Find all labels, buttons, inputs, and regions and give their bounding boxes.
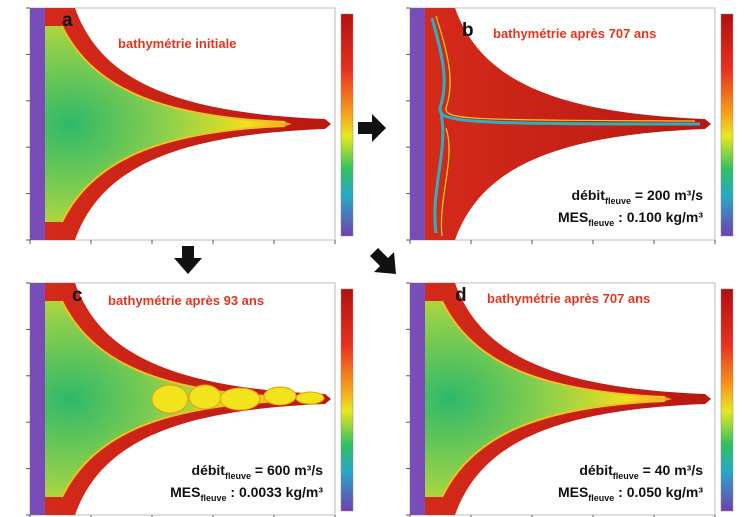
channel bbox=[430, 17, 701, 234]
river-strip bbox=[30, 283, 45, 515]
estuary-edge bbox=[61, 25, 286, 223]
annotation-value: = 40 m³/s bbox=[639, 462, 703, 478]
annotation-label: MES bbox=[170, 484, 200, 500]
arrow-diagonal bbox=[370, 248, 396, 274]
panel-title: bathymétrie initiale bbox=[118, 36, 236, 51]
annotation-value: : 0.100 kg/m³ bbox=[614, 209, 703, 225]
annotation-sub: fleuve bbox=[605, 196, 631, 206]
panel-letter: d bbox=[455, 285, 467, 306]
panel-letter: b bbox=[462, 20, 474, 41]
annotation-value: : 0.0033 kg/m³ bbox=[227, 484, 324, 500]
estuary-inner bbox=[425, 301, 672, 497]
estuary-inner bbox=[45, 26, 292, 222]
annotation: MESfleuve : 0.050 kg/m³ bbox=[558, 484, 703, 503]
annotation-value: : 0.050 kg/m³ bbox=[614, 484, 703, 500]
panel-title: bathymétrie après 707 ans bbox=[487, 291, 650, 306]
annotation: débitfleuve = 40 m³/s bbox=[579, 462, 703, 481]
annotation-sub: fleuve bbox=[588, 218, 614, 228]
annotation-sub: fleuve bbox=[588, 493, 614, 503]
shoal bbox=[188, 384, 222, 410]
channel-edge bbox=[435, 15, 696, 237]
shoal bbox=[219, 387, 261, 411]
colorbar bbox=[340, 288, 354, 512]
annotation-label: débit bbox=[572, 187, 606, 203]
annotation: MESfleuve : 0.0033 kg/m³ bbox=[170, 484, 323, 503]
shoal bbox=[295, 391, 325, 405]
arrow-right bbox=[358, 114, 386, 142]
annotation: MESfleuve : 0.100 kg/m³ bbox=[558, 209, 703, 228]
annotation-value: = 200 m³/s bbox=[631, 187, 703, 203]
river-strip bbox=[410, 8, 425, 240]
panel-title: bathymétrie après 93 ans bbox=[108, 293, 264, 308]
colorbar bbox=[720, 13, 734, 237]
annotation-label: MES bbox=[558, 209, 588, 225]
panel: a bathymétrie initiale bbox=[26, 7, 354, 244]
colorbar bbox=[340, 13, 354, 237]
estuary-edge bbox=[441, 300, 666, 498]
panel-title: bathymétrie après 707 ans bbox=[493, 26, 656, 41]
river-strip bbox=[410, 283, 425, 515]
shoal bbox=[151, 384, 189, 414]
annotation-value: = 600 m³/s bbox=[251, 462, 323, 478]
annotation-sub: fleuve bbox=[225, 471, 251, 481]
annotation-label: MES bbox=[558, 484, 588, 500]
panel-letter: c bbox=[72, 285, 83, 306]
arrow-down bbox=[174, 246, 202, 274]
annotation: débitfleuve = 600 m³/s bbox=[192, 462, 324, 481]
panel-letter: a bbox=[62, 10, 73, 31]
annotation-sub: fleuve bbox=[613, 471, 639, 481]
shoal bbox=[263, 386, 297, 406]
annotation-label: débit bbox=[579, 462, 613, 478]
colorbar bbox=[720, 288, 734, 512]
annotation-sub: fleuve bbox=[200, 493, 226, 503]
annotation-label: débit bbox=[192, 462, 226, 478]
annotation: débitfleuve = 200 m³/s bbox=[572, 187, 704, 206]
river-strip bbox=[30, 8, 45, 240]
